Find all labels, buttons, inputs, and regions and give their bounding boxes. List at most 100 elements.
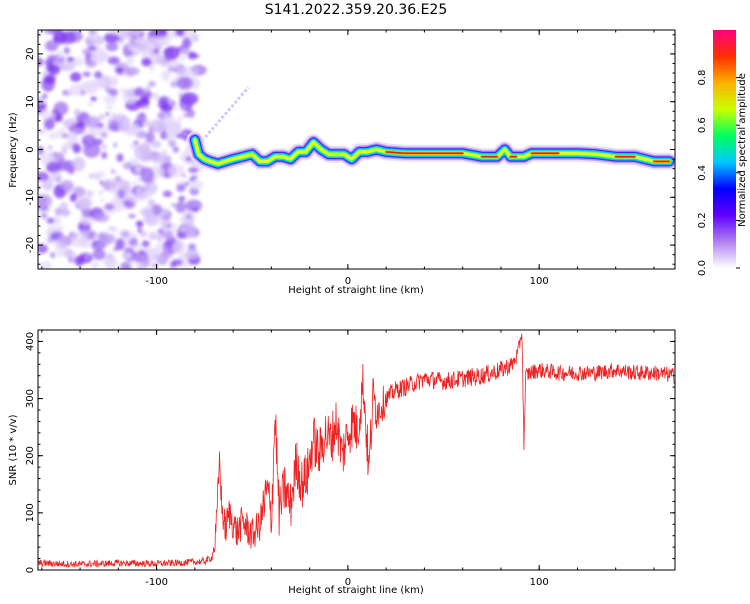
noise-blob xyxy=(164,57,171,62)
noise-blob xyxy=(120,261,132,269)
noise-blob xyxy=(55,177,62,183)
noise-blob xyxy=(43,118,55,130)
snr-xlabel: Height of straight line (km) xyxy=(288,585,424,596)
noise-blob xyxy=(119,229,131,238)
noise-blob xyxy=(94,71,103,79)
noise-blob xyxy=(107,118,113,125)
noise-blob xyxy=(187,167,199,173)
noise-blob xyxy=(119,30,132,39)
noise-blob xyxy=(93,213,110,223)
noise-blob xyxy=(42,93,48,99)
noise-blob xyxy=(54,113,63,123)
colorbar-ticks: 0.0 0.2 0.4 0.6 0.8 xyxy=(697,70,740,276)
noise-blob xyxy=(122,162,133,170)
noise-blob xyxy=(189,180,203,190)
noise-blob xyxy=(43,30,51,35)
noise-blob xyxy=(150,152,169,164)
snr-frame xyxy=(37,329,676,571)
noise-blob xyxy=(135,36,148,46)
noise-blob xyxy=(151,91,160,101)
noise-blob xyxy=(71,156,86,172)
noise-blob xyxy=(145,151,151,157)
noise-blob xyxy=(156,35,171,45)
noise-blob xyxy=(87,45,98,52)
noise-blob xyxy=(177,116,183,122)
noise-blob xyxy=(171,126,182,135)
noise-blob xyxy=(46,161,61,173)
noise-blob xyxy=(186,214,191,219)
noise-blob xyxy=(48,132,57,140)
noise-blob xyxy=(38,31,42,38)
noise-blob xyxy=(133,140,139,145)
snr-xtick-label: -100 xyxy=(145,577,168,588)
noise-blob xyxy=(57,188,63,193)
noise-blob xyxy=(170,59,182,69)
noise-blob xyxy=(98,190,103,195)
noise-blob xyxy=(108,180,117,185)
noise-blob xyxy=(191,68,200,75)
noise-blob xyxy=(135,220,144,228)
noise-blob xyxy=(156,234,164,242)
noise-blob xyxy=(172,76,179,81)
noise-blob xyxy=(98,114,105,121)
noise-blob xyxy=(170,203,176,208)
noise-blob xyxy=(44,74,56,85)
spectrogram-ytick-label: 0 xyxy=(25,146,36,152)
noise-blob xyxy=(73,108,82,117)
colorbar-label: Normalized spectral amplitude xyxy=(737,73,748,227)
figure-title: S141.2022.359.20.36.E25 xyxy=(265,2,448,18)
noise-blob xyxy=(63,61,69,68)
noise-blob xyxy=(173,106,180,111)
noise-blob xyxy=(69,193,78,203)
snr-ytick-label: 200 xyxy=(25,446,36,465)
noise-blob xyxy=(116,67,124,74)
noise-blob xyxy=(51,109,60,114)
noise-blob xyxy=(45,40,59,52)
noise-blob xyxy=(124,66,140,76)
noise-blob xyxy=(175,30,185,37)
noise-blob xyxy=(90,96,97,102)
snr-ytick-label: 400 xyxy=(25,332,36,351)
noise-blob xyxy=(190,77,201,90)
noise-blob xyxy=(83,116,100,129)
noise-blob xyxy=(63,46,70,55)
noise-blob xyxy=(172,146,180,153)
noise-blob xyxy=(94,171,106,178)
spectrogram-xlabel: Height of straight line (km) xyxy=(288,285,424,296)
noise-blob xyxy=(67,166,75,175)
noise-blob xyxy=(105,112,110,117)
noise-blob xyxy=(162,247,171,258)
noise-blob xyxy=(131,181,137,186)
noise-blob xyxy=(184,181,190,186)
noise-blob xyxy=(93,79,100,88)
noise-blob xyxy=(153,48,159,54)
noise-blob xyxy=(41,216,49,221)
noise-blob xyxy=(98,240,107,248)
noise-blob xyxy=(134,87,145,98)
noise-blob xyxy=(116,153,124,162)
noise-blob xyxy=(185,199,203,212)
noise-blob xyxy=(176,231,186,239)
noise-blob xyxy=(50,216,62,226)
noise-blob xyxy=(143,90,153,99)
noise-blob xyxy=(187,66,192,70)
noise-blob xyxy=(151,140,162,149)
noise-blob xyxy=(87,126,104,137)
noise-blob xyxy=(108,88,119,97)
noise-blob xyxy=(162,190,173,198)
noise-blob xyxy=(183,113,189,118)
colorbar-tick-label: 0.2 xyxy=(697,212,708,228)
noise-blob xyxy=(46,217,55,224)
noise-blob xyxy=(40,261,52,269)
noise-blob xyxy=(134,145,152,161)
spectrogram-ytick-label: 10 xyxy=(25,95,36,108)
snr-xtick-label: 100 xyxy=(530,577,549,588)
noise-blob xyxy=(168,164,185,178)
noise-blob xyxy=(115,238,125,251)
noise-blob xyxy=(176,76,194,90)
noise-blob xyxy=(92,249,106,260)
noise-blob xyxy=(139,230,148,238)
noise-blob xyxy=(47,30,63,35)
noise-blob xyxy=(47,54,55,64)
